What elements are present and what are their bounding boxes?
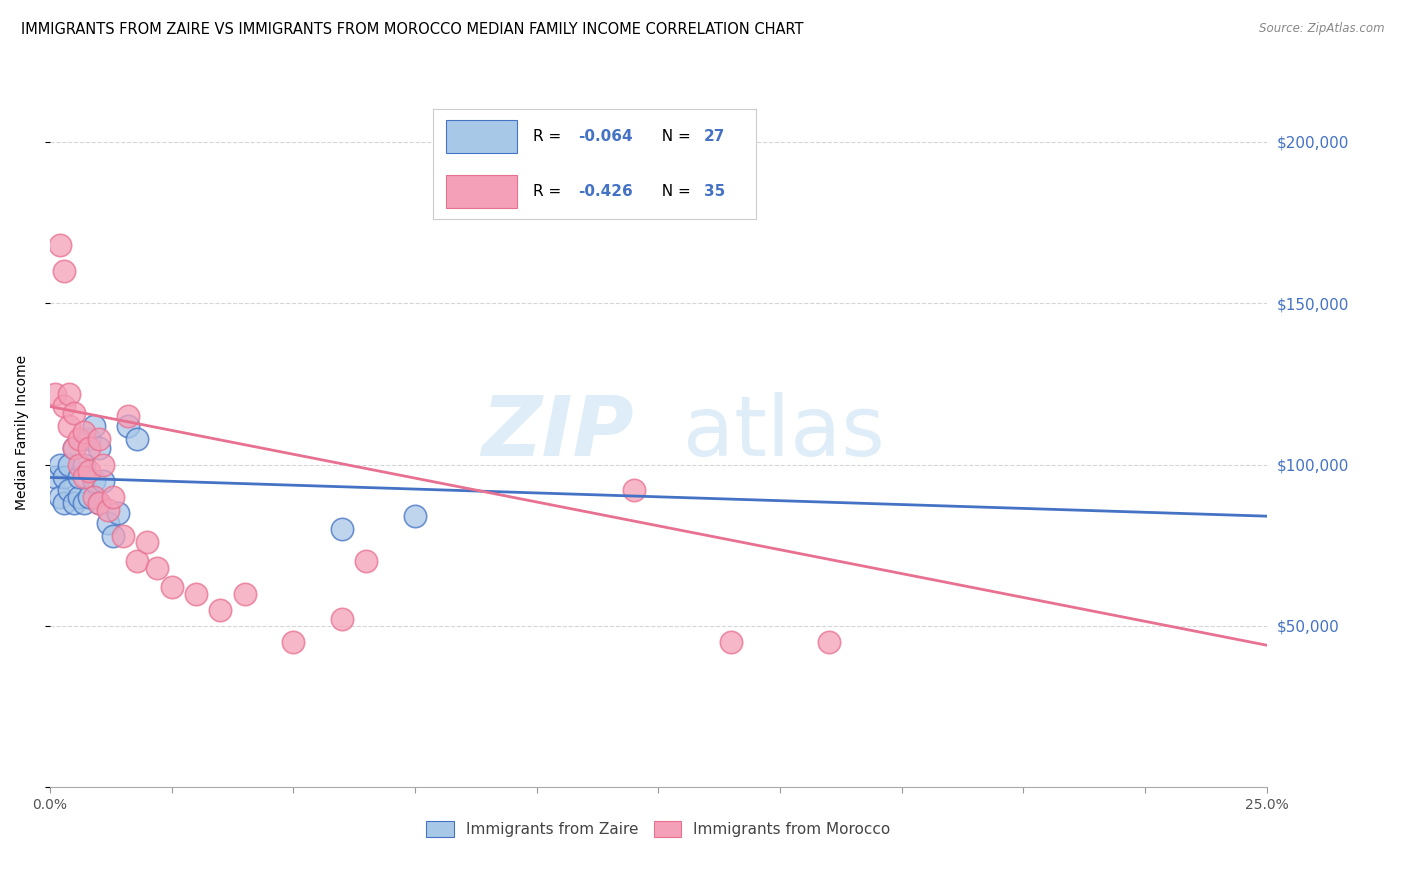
Point: [53, 496, 76, 510]
Point: [48, 490, 70, 504]
Point: [111, 528, 134, 542]
Point: [58, 458, 80, 472]
Point: [73, 425, 96, 440]
Point: [101, 528, 124, 542]
Point: [184, 586, 207, 600]
Point: [44, 386, 66, 401]
Point: [63, 406, 86, 420]
Point: [117, 418, 139, 433]
Point: [93, 458, 115, 472]
Point: [97, 516, 120, 530]
Point: [77, 490, 100, 504]
Point: [354, 554, 377, 568]
Point: [146, 561, 169, 575]
Point: [73, 458, 96, 472]
Point: [83, 418, 105, 433]
Point: [83, 474, 105, 488]
Point: [127, 432, 149, 446]
Point: [73, 470, 96, 484]
Point: [87, 432, 110, 446]
Text: ZIP: ZIP: [481, 392, 634, 473]
Point: [233, 586, 256, 600]
Point: [53, 264, 76, 278]
Text: IMMIGRANTS FROM ZAIRE VS IMMIGRANTS FROM MOROCCO MEDIAN FAMILY INCOME CORRELATIO: IMMIGRANTS FROM ZAIRE VS IMMIGRANTS FROM…: [21, 22, 804, 37]
Point: [77, 432, 100, 446]
Text: atlas: atlas: [683, 392, 884, 473]
Text: Source: ZipAtlas.com: Source: ZipAtlas.com: [1260, 22, 1385, 36]
Point: [67, 432, 90, 446]
Point: [136, 535, 159, 549]
Point: [48, 238, 70, 252]
Point: [720, 635, 742, 649]
Legend: Immigrants from Zaire, Immigrants from Morocco: Immigrants from Zaire, Immigrants from M…: [420, 815, 897, 843]
Point: [67, 490, 90, 504]
Point: [107, 506, 129, 520]
Point: [330, 612, 353, 626]
Point: [77, 442, 100, 456]
Point: [117, 409, 139, 424]
Point: [63, 496, 86, 510]
Y-axis label: Median Family Income: Median Family Income: [15, 355, 30, 510]
Point: [160, 580, 183, 594]
Point: [58, 418, 80, 433]
Point: [93, 474, 115, 488]
Point: [58, 483, 80, 498]
Point: [44, 470, 66, 484]
Point: [623, 483, 645, 498]
Point: [87, 442, 110, 456]
Point: [283, 635, 305, 649]
Point: [404, 509, 426, 524]
Point: [67, 470, 90, 484]
Point: [77, 464, 100, 478]
Point: [58, 386, 80, 401]
Point: [97, 502, 120, 516]
Point: [73, 496, 96, 510]
Point: [67, 458, 90, 472]
Point: [127, 554, 149, 568]
Point: [87, 496, 110, 510]
Point: [53, 400, 76, 414]
Point: [63, 442, 86, 456]
Point: [83, 490, 105, 504]
Point: [48, 458, 70, 472]
Point: [209, 603, 232, 617]
Point: [53, 470, 76, 484]
Point: [817, 635, 839, 649]
Point: [330, 522, 353, 536]
Point: [87, 496, 110, 510]
Point: [101, 490, 124, 504]
Point: [63, 442, 86, 456]
